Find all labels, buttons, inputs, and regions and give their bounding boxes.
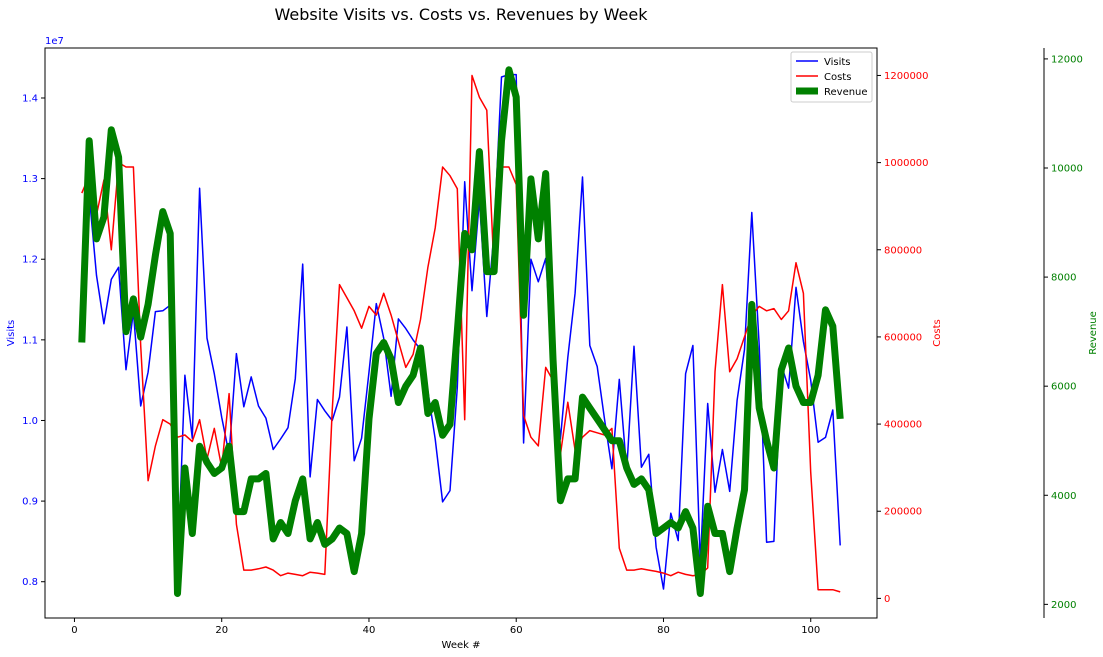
- costs-tick-label: 1200000: [884, 71, 929, 82]
- costs-tick-label: 1000000: [884, 158, 929, 169]
- revenue-tick-label: 10000: [1051, 164, 1083, 175]
- revenue-line: [78, 66, 844, 597]
- visits-tick-label: 1.1: [22, 335, 38, 346]
- plot-frame: [44, 47, 878, 619]
- chart-title: Website Visits vs. Costs vs. Revenues by…: [275, 5, 649, 24]
- costs-axis-ticks: 0 200000 400000 600000 800000 1000000 1200000: [877, 71, 929, 605]
- legend: Visits Costs Revenue: [790, 51, 873, 103]
- revenue-tick-label: 2000: [1051, 600, 1076, 611]
- legend-visits-label: Visits: [824, 57, 851, 68]
- costs-tick-label: 600000: [884, 332, 922, 343]
- visits-tick-label: 1.2: [22, 255, 38, 266]
- visits-offset-text: 1e7: [45, 36, 64, 47]
- x-tick-label: 100: [801, 625, 820, 636]
- x-tick-label: 0: [71, 625, 77, 636]
- visits-tick-label: 1.3: [22, 174, 38, 185]
- visits-tick-label: 0.8: [22, 577, 38, 588]
- costs-tick-label: 0: [884, 594, 890, 605]
- x-axis-ticks: 0 20 40 60 80 100: [71, 618, 820, 636]
- costs-tick-label: 800000: [884, 245, 922, 256]
- visits-tick-label: 1.0: [22, 416, 38, 427]
- legend-costs-label: Costs: [824, 72, 851, 83]
- costs-axis-label: Costs: [932, 319, 943, 346]
- x-tick-label: 40: [363, 625, 376, 636]
- visits-tick-label: 1.4: [22, 93, 38, 104]
- x-tick-label: 60: [510, 625, 523, 636]
- x-axis-label: Week #: [442, 640, 481, 651]
- visits-axis-ticks: 0.8 0.9 1.0 1.1 1.2 1.3 1.4: [22, 93, 45, 588]
- costs-tick-label: 200000: [884, 507, 922, 518]
- x-tick-label: 20: [215, 625, 228, 636]
- visits-tick-label: 0.9: [22, 497, 38, 508]
- costs-tick-label: 400000: [884, 420, 922, 431]
- revenue-tick-label: 6000: [1051, 382, 1076, 393]
- revenue-tick-label: 4000: [1051, 491, 1076, 502]
- legend-revenue-label: Revenue: [824, 87, 868, 98]
- x-tick-label: 80: [657, 625, 670, 636]
- revenue-tick-label: 8000: [1051, 273, 1076, 284]
- revenue-axis-ticks: 2000 4000 6000 8000 10000 12000: [1044, 54, 1083, 611]
- series-layer: [78, 66, 844, 597]
- revenue-tick-label: 12000: [1051, 54, 1083, 65]
- visits-axis-label: Visits: [6, 320, 17, 347]
- revenue-axis-label: Revenue: [1088, 311, 1099, 355]
